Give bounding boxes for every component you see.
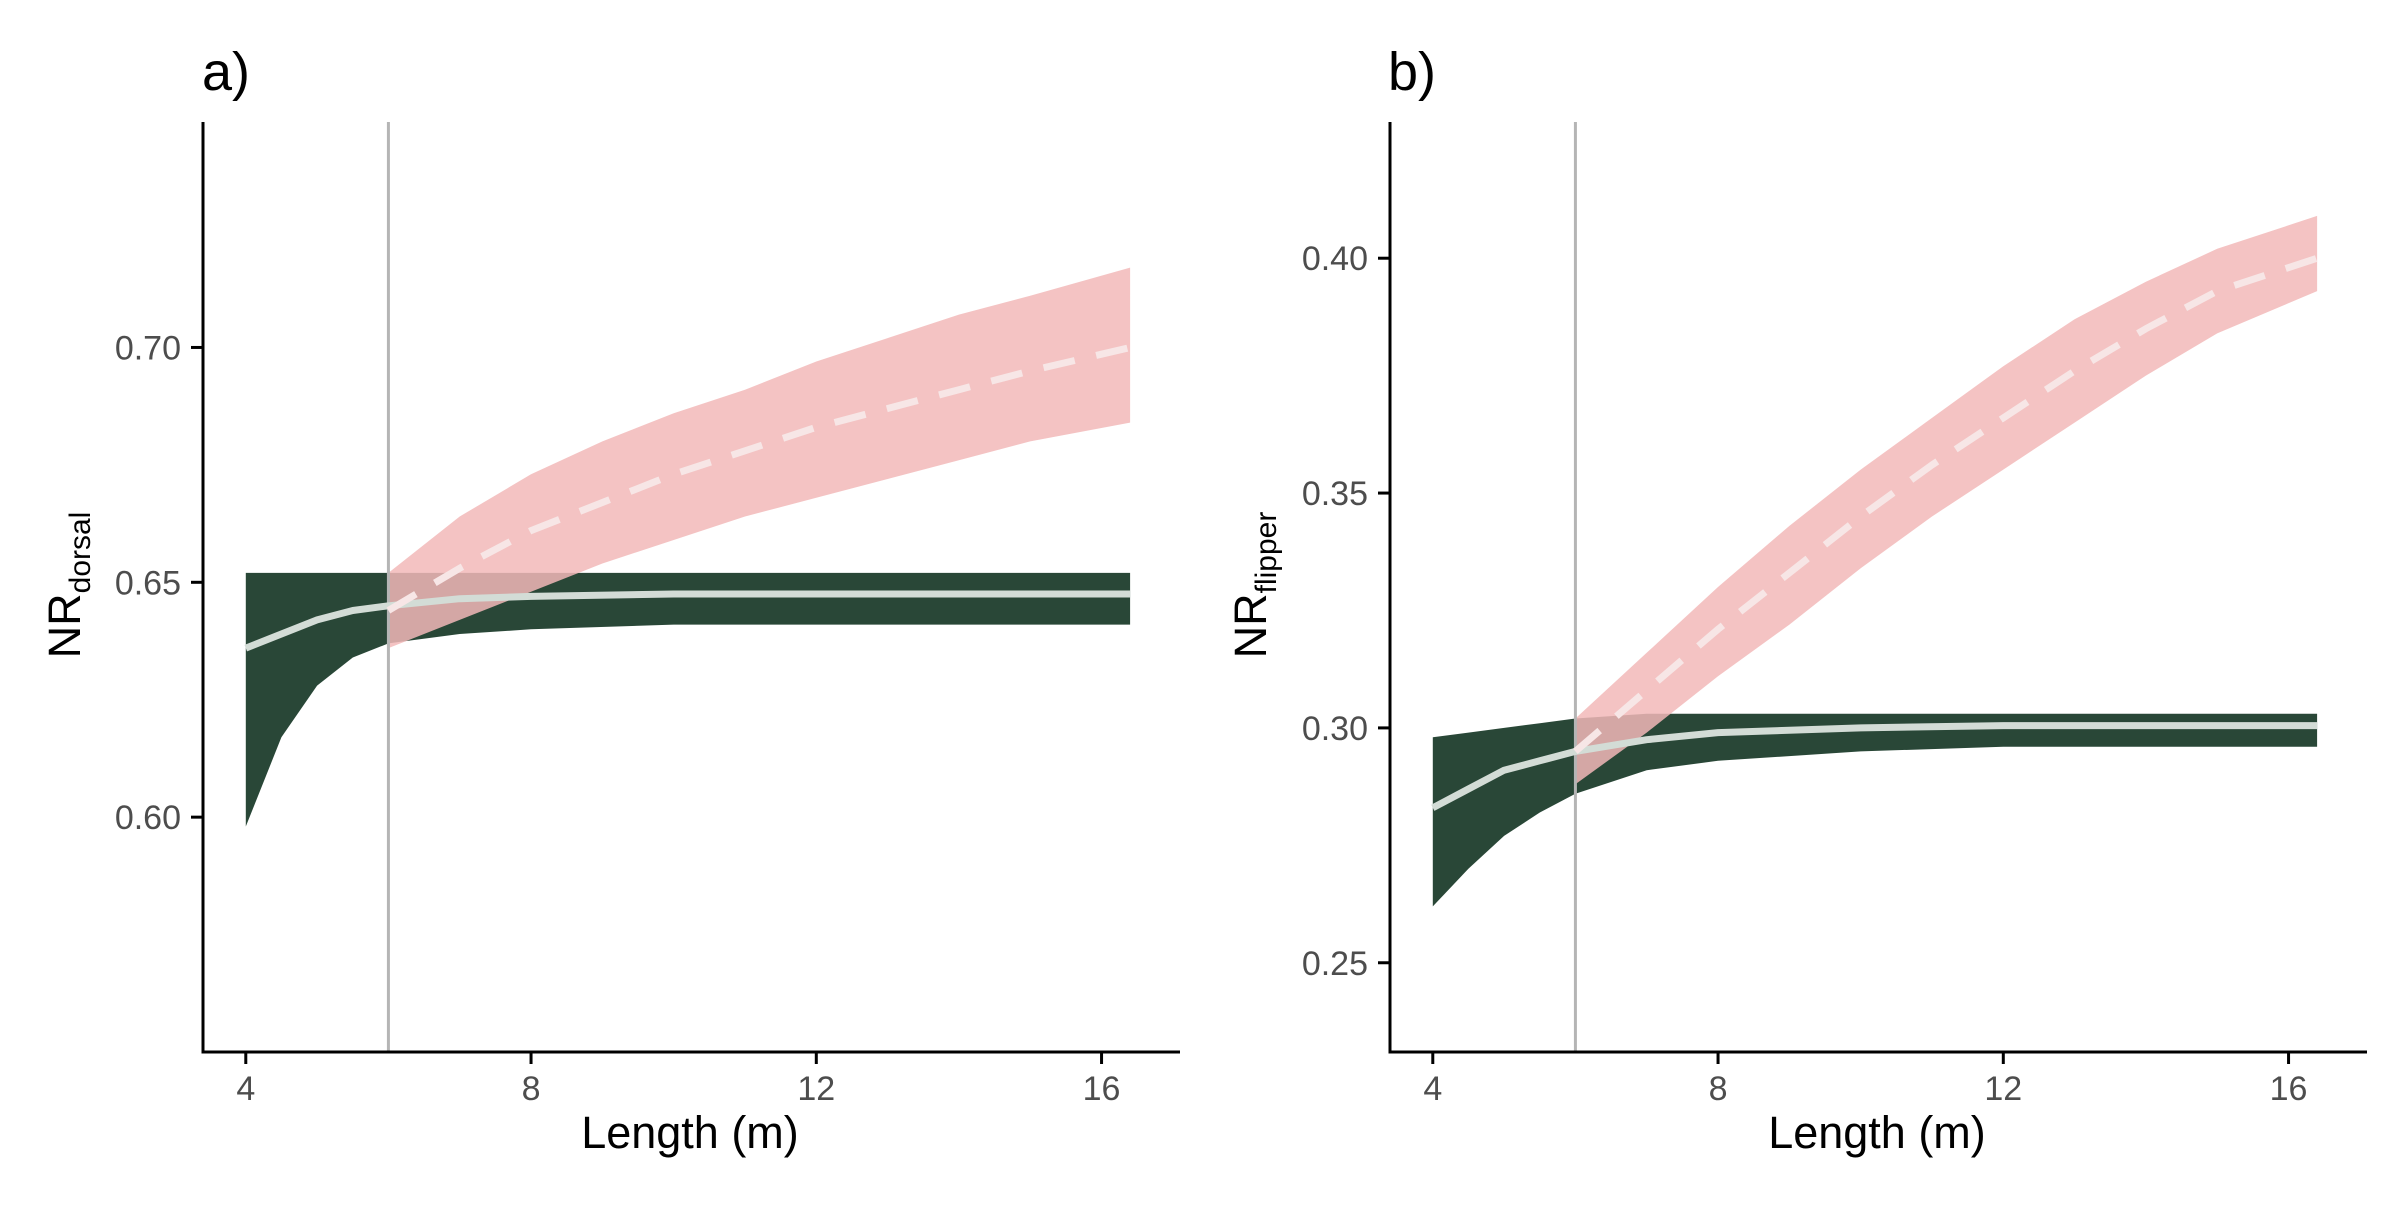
juvenile-mean-line — [1431, 722, 2318, 811]
y-tick-label: 0.25 — [1302, 945, 1368, 983]
y-tick-label: 0.40 — [1302, 240, 1368, 278]
panel-a: a) 4 8 12 16 0.60 0.65 0.70 Length (m) NRdorsa… — [39, 42, 1180, 1158]
y-axis-title: NRflipper — [1225, 512, 1283, 659]
panel-label: a) — [202, 42, 250, 102]
adult-band — [1575, 215, 2318, 785]
y-tick-label: 0.70 — [115, 329, 181, 367]
y-axis-title-main: NR — [1225, 593, 1276, 658]
y-tick-label: 0.35 — [1302, 475, 1368, 513]
x-tick-label: 12 — [797, 1070, 835, 1108]
juvenile-band — [245, 572, 1131, 827]
y-tick-label: 0.65 — [115, 564, 181, 602]
juvenile-band — [1432, 713, 2318, 907]
juvenile-mean-line — [244, 590, 1131, 652]
x-axis-title: Length (m) — [581, 1107, 799, 1158]
y-axis-title-main: NR — [39, 593, 90, 658]
x-tick-label: 8 — [522, 1070, 541, 1108]
x-axis-title: Length (m) — [1768, 1107, 1986, 1158]
x-tick-label: 16 — [1083, 1070, 1121, 1108]
x-tick-label: 4 — [1423, 1070, 1442, 1108]
y-axis-title-sub: dorsal — [64, 512, 97, 594]
panel-b: b) 4 8 12 16 0.25 0.30 0.35 0.40 Length (m) NRf… — [1225, 42, 2367, 1158]
adult-band — [388, 267, 1131, 649]
y-axis-title: NRdorsal — [39, 512, 97, 659]
x-tick-label: 8 — [1709, 1070, 1728, 1108]
y-axis-title-sub: flipper — [1250, 512, 1283, 594]
adult-mean-line — [386, 344, 1131, 614]
x-tick-label: 16 — [2270, 1070, 2308, 1108]
y-tick-label: 0.60 — [115, 799, 181, 837]
panel-label: b) — [1388, 42, 1436, 102]
plot-area: 4 8 12 16 0.25 0.30 0.35 0.40 — [1302, 122, 2367, 1108]
adult-mean-line — [1573, 254, 2319, 755]
plot-area: 4 8 12 16 0.60 0.65 0.70 — [115, 122, 1180, 1108]
x-tick-label: 12 — [1984, 1070, 2022, 1108]
x-tick-label: 4 — [236, 1070, 255, 1108]
y-tick-label: 0.30 — [1302, 710, 1368, 748]
